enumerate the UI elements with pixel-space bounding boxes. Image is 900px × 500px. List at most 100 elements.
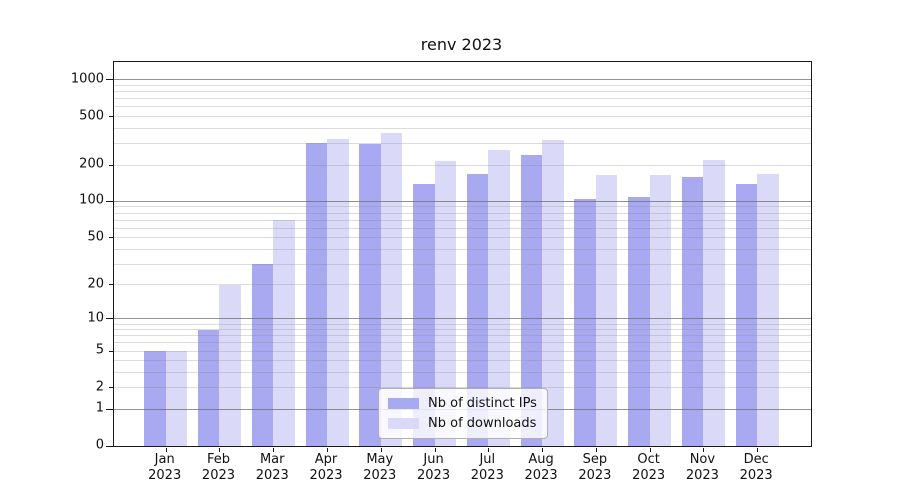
bar-distinct-ips-jan	[144, 351, 166, 446]
y-tick-mark-500	[109, 116, 113, 118]
year-text: 2023	[632, 468, 666, 483]
year-text: 2023	[470, 468, 504, 483]
bar-downloads-feb	[219, 284, 241, 446]
bar-distinct-ips-may	[359, 144, 381, 446]
x-tick-label-sep: Sep 2023	[563, 452, 627, 484]
year-text: 2023	[524, 468, 558, 483]
month-text: Nov	[689, 452, 716, 467]
bar-downloads-jun	[434, 161, 457, 446]
y-tick-mark-1	[106, 408, 113, 410]
month-text: Apr	[314, 452, 338, 467]
bar-downloads-mar	[273, 220, 295, 446]
month-text: Jun	[423, 452, 444, 467]
year-text: 2023	[417, 468, 451, 483]
month-text: Sep	[582, 452, 608, 467]
y-tick-mark-2	[109, 387, 113, 389]
y-tick-label-500: 500	[79, 108, 104, 124]
month-text: Feb	[206, 452, 230, 467]
bar-downloads-dec	[757, 173, 779, 446]
month-text: Dec	[743, 452, 769, 467]
x-tick-mark-mar	[273, 448, 275, 452]
bar-distinct-ips-oct	[628, 196, 650, 446]
bar-downloads-aug	[542, 140, 564, 446]
y-tick-mark-100	[106, 200, 113, 202]
minor-gridline-500	[114, 116, 811, 118]
bar-distinct-ips-sep	[574, 198, 596, 446]
x-tick-label-may: May 2023	[348, 452, 412, 484]
month-text: Jul	[479, 452, 496, 467]
legend-entry-downloads: Nb of downloads	[388, 416, 537, 431]
minor-gridline-600	[114, 106, 811, 108]
month-text: Oct	[637, 452, 660, 467]
legend-swatch-icon	[388, 398, 419, 409]
month-text: Mar	[259, 452, 285, 467]
month-text: Jan	[154, 452, 175, 467]
y-axis-tick-labels: 0 1 2 5 10 20 50 100 200 500 1000	[0, 61, 104, 452]
bar-distinct-ips-aug	[520, 155, 543, 446]
bar-downloads-sep	[595, 175, 618, 446]
bar-downloads-oct	[649, 175, 672, 446]
bar-distinct-ips-apr	[305, 142, 327, 446]
year-text: 2023	[363, 468, 397, 483]
legend-swatch-icon	[388, 418, 419, 429]
bar-distinct-ips-jun	[413, 183, 435, 446]
bar-downloads-jan	[165, 351, 188, 446]
x-tick-label-jun: Jun 2023	[402, 452, 466, 484]
minor-gridline-700	[114, 98, 811, 100]
x-axis-tick-labels: Jan 2023 Feb 2023 Mar 2023 Apr 2023 May 2023 Jun 20…	[113, 452, 810, 492]
y-tick-mark-1000	[106, 79, 113, 81]
y-tick-label-0: 0	[95, 437, 104, 453]
x-tick-mark-oct	[649, 448, 651, 452]
x-tick-label-mar: Mar 2023	[240, 452, 304, 484]
minor-gridline-300	[114, 143, 811, 145]
y-tick-mark-10	[106, 318, 113, 320]
bar-downloads-may	[380, 133, 403, 446]
y-tick-label-5: 5	[95, 342, 104, 358]
year-text: 2023	[255, 468, 289, 483]
x-tick-label-apr: Apr 2023	[294, 452, 358, 484]
bar-distinct-ips-dec	[735, 183, 758, 446]
y-tick-mark-0	[106, 445, 113, 447]
bar-distinct-ips-feb	[197, 329, 220, 446]
legend-label: Nb of downloads	[428, 416, 537, 431]
legend-label: Nb of distinct IPs	[428, 396, 537, 411]
y-tick-label-200: 200	[79, 156, 104, 172]
y-tick-label-20: 20	[87, 276, 104, 292]
year-text: 2023	[148, 468, 182, 483]
bar-distinct-ips-jul	[466, 174, 489, 446]
x-tick-mark-aug	[542, 448, 544, 452]
legend-entry-distinct-ips: Nb of distinct IPs	[388, 396, 537, 411]
x-tick-label-aug: Aug 2023	[509, 452, 573, 484]
major-gridline-1000	[114, 79, 811, 81]
y-tick-label-2: 2	[95, 379, 104, 395]
bar-downloads-nov	[703, 160, 725, 446]
y-tick-label-1000: 1000	[70, 71, 104, 87]
x-tick-mark-nov	[703, 448, 705, 452]
y-tick-label-1: 1	[95, 400, 104, 416]
year-text: 2023	[201, 468, 236, 483]
year-text: 2023	[578, 468, 612, 483]
y-tick-mark-200	[109, 164, 113, 166]
month-text: Aug	[528, 452, 554, 467]
year-text: 2023	[739, 468, 773, 483]
x-tick-label-jan: Jan 2023	[133, 452, 197, 484]
x-tick-mark-feb	[219, 448, 221, 452]
y-tick-label-100: 100	[79, 192, 104, 208]
year-text: 2023	[309, 468, 343, 483]
y-tick-label-50: 50	[87, 229, 104, 245]
bar-distinct-ips-nov	[681, 177, 704, 446]
plot-area: Nb of distinct IPs Nb of downloads	[106, 61, 812, 452]
bar-downloads-apr	[327, 138, 349, 446]
x-tick-mark-dec	[757, 448, 759, 452]
minor-gridline-400	[114, 127, 811, 129]
x-tick-label-nov: Nov 2023	[670, 452, 734, 484]
y-tick-mark-20	[109, 284, 113, 286]
bar-downloads-jul	[488, 150, 510, 446]
x-tick-label-feb: Feb 2023	[186, 452, 250, 484]
x-tick-mark-sep	[595, 448, 597, 452]
x-tick-label-jul: Jul 2023	[455, 452, 519, 484]
bar-distinct-ips-mar	[251, 264, 274, 446]
month-text: May	[366, 452, 394, 467]
x-tick-mark-jun	[434, 448, 436, 452]
